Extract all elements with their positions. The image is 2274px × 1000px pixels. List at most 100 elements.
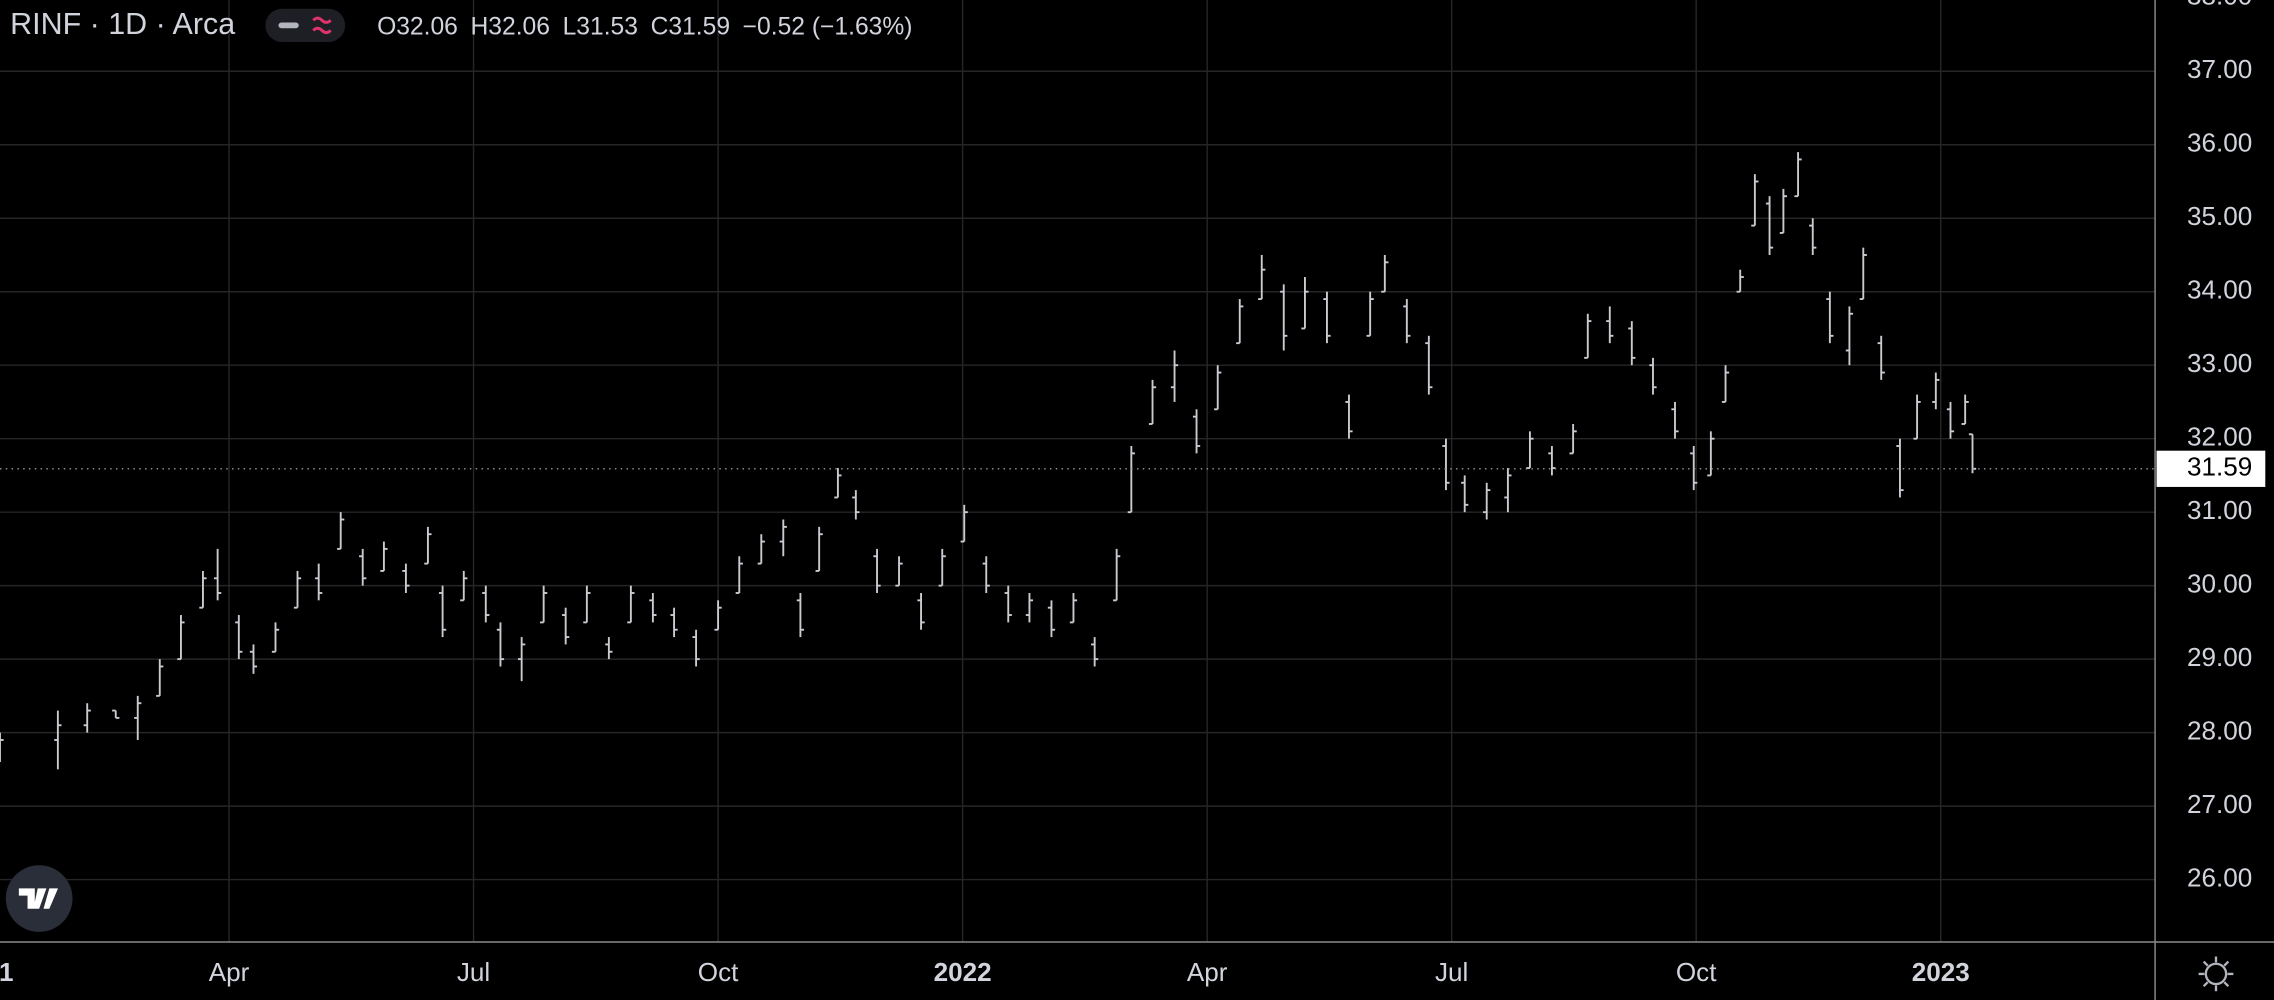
ohlc-bar: [960, 504, 968, 543]
ohlc-bar: [518, 637, 526, 682]
y-tick-label: 29.00: [2187, 642, 2252, 672]
indicator-toggle[interactable]: [265, 8, 346, 43]
legend-low: L31.53: [563, 13, 638, 40]
ohlc-bar: [1091, 637, 1099, 667]
ohlc-bar: [214, 548, 222, 601]
ohlc-bar: [540, 585, 548, 624]
toggle-dash: [278, 22, 299, 29]
ohlc-bar: [873, 548, 881, 593]
ohlc-bar: [235, 615, 243, 660]
ohlc-bar: [938, 548, 946, 587]
ohlc-bar: [1483, 482, 1491, 520]
last-price-box: [2156, 450, 2266, 487]
toggle-pill[interactable]: [265, 8, 346, 43]
ohlc-bar: [0, 732, 4, 763]
gear[interactable]: [2204, 962, 2228, 986]
ohlc-bar: [1170, 350, 1179, 402]
ohlc-bar: [496, 622, 505, 667]
ohlc-bar: [177, 615, 185, 661]
ohlc-bar: [1751, 174, 1759, 227]
y-tick-label: 33.00: [2187, 348, 2252, 378]
ohlc-bar: [1765, 196, 1774, 255]
ohlc-bar: [605, 637, 613, 660]
y-tick-label: 37.00: [2187, 54, 2252, 84]
ohlc-bar: [1301, 277, 1309, 330]
x-tick-label: Apr: [209, 957, 250, 987]
ohlc-bar: [1366, 291, 1374, 337]
last-price-label: 31.59: [2187, 452, 2252, 482]
ohlc-bar: [1345, 394, 1353, 439]
ohlc-bar: [1932, 372, 1940, 410]
ohlc-bar: [1148, 379, 1157, 425]
ohlc-bar: [796, 592, 805, 638]
ohlc-bar: [271, 622, 280, 653]
symbol-title: RINF · 1D · Arca: [10, 7, 235, 41]
ohlc-bar: [815, 526, 823, 572]
ohlc-bar: [1403, 299, 1411, 344]
ohlc-bar: [199, 570, 207, 609]
ohlc-bar: [834, 468, 842, 499]
x-tick-label: Oct: [1676, 957, 1717, 987]
ohlc-bar: [1214, 365, 1222, 411]
ohlc-bar: [1323, 291, 1331, 344]
ohlc-bar: [1859, 247, 1867, 301]
ohlc-bar: [380, 541, 388, 572]
x-tick-label: 2021: [0, 957, 14, 987]
ohlc-bar: [583, 585, 591, 624]
ohlc-bar: [627, 585, 635, 624]
ohlc-bar: [1526, 431, 1534, 470]
ohlc-bar: [735, 556, 743, 594]
ohlc-bar: [1280, 284, 1288, 351]
ohlc-bar: [315, 563, 323, 601]
ohlc-bar: [134, 695, 142, 740]
x-tick-label: Jul: [1435, 957, 1468, 987]
legend-close: C31.59: [651, 13, 730, 40]
y-tick-label: 34.00: [2187, 275, 2252, 305]
ohlc-bar: [1845, 306, 1854, 366]
ohlc-bar: [692, 629, 700, 667]
ohlc-bar: [917, 592, 925, 630]
ohlc-bar: [1004, 585, 1012, 623]
x-tick-label: Jul: [457, 957, 490, 987]
ohlc-bar: [649, 592, 657, 623]
x-tick-label: Oct: [698, 957, 739, 987]
ohlc-bar: [1826, 291, 1834, 344]
x-tick-label: 2023: [1912, 957, 1970, 987]
ohlc-bar: [1236, 299, 1244, 345]
ohlc-bar: [779, 519, 787, 557]
x-tick-label: Apr: [1187, 957, 1228, 987]
ohlc-bar: [1707, 431, 1715, 477]
ohlc-bar: [438, 585, 447, 638]
bars: [0, 152, 2156, 770]
legend-open: O32.06: [377, 13, 458, 40]
ohlc-bar: [1548, 446, 1556, 476]
ohlc-bar: [54, 710, 62, 770]
ohlc-bar: [1649, 357, 1657, 395]
ohlc-bar: [562, 607, 570, 645]
ohlc-bar: [293, 570, 302, 609]
ohlc-bar: [1258, 254, 1266, 301]
tv-logo[interactable]: [5, 865, 73, 932]
y-tick-label: 27.00: [2187, 789, 2252, 819]
ohlc-bar: [1877, 335, 1885, 380]
ohlc-bar: [1381, 254, 1389, 293]
ohlc-bar: [1069, 592, 1078, 624]
ohlc-bar: [714, 600, 722, 631]
ohlc-bar: [1794, 152, 1802, 198]
ohlc-bar: [1425, 335, 1433, 395]
ohlc-bar: [1779, 188, 1788, 234]
y-tick-label: 31.00: [2187, 495, 2252, 525]
grid: [0, 0, 2156, 943]
ohlc-bar: [156, 659, 164, 697]
ohlc-bar: [1628, 321, 1636, 366]
ohlc-bar: [1671, 401, 1679, 439]
settings-icon[interactable]: [2198, 956, 2234, 992]
ohlc-bar: [359, 548, 367, 586]
y-tick-label: 28.00: [2187, 716, 2252, 746]
ohlc-bar: [1913, 394, 1921, 440]
y-tick-label: 36.00: [2187, 128, 2252, 158]
